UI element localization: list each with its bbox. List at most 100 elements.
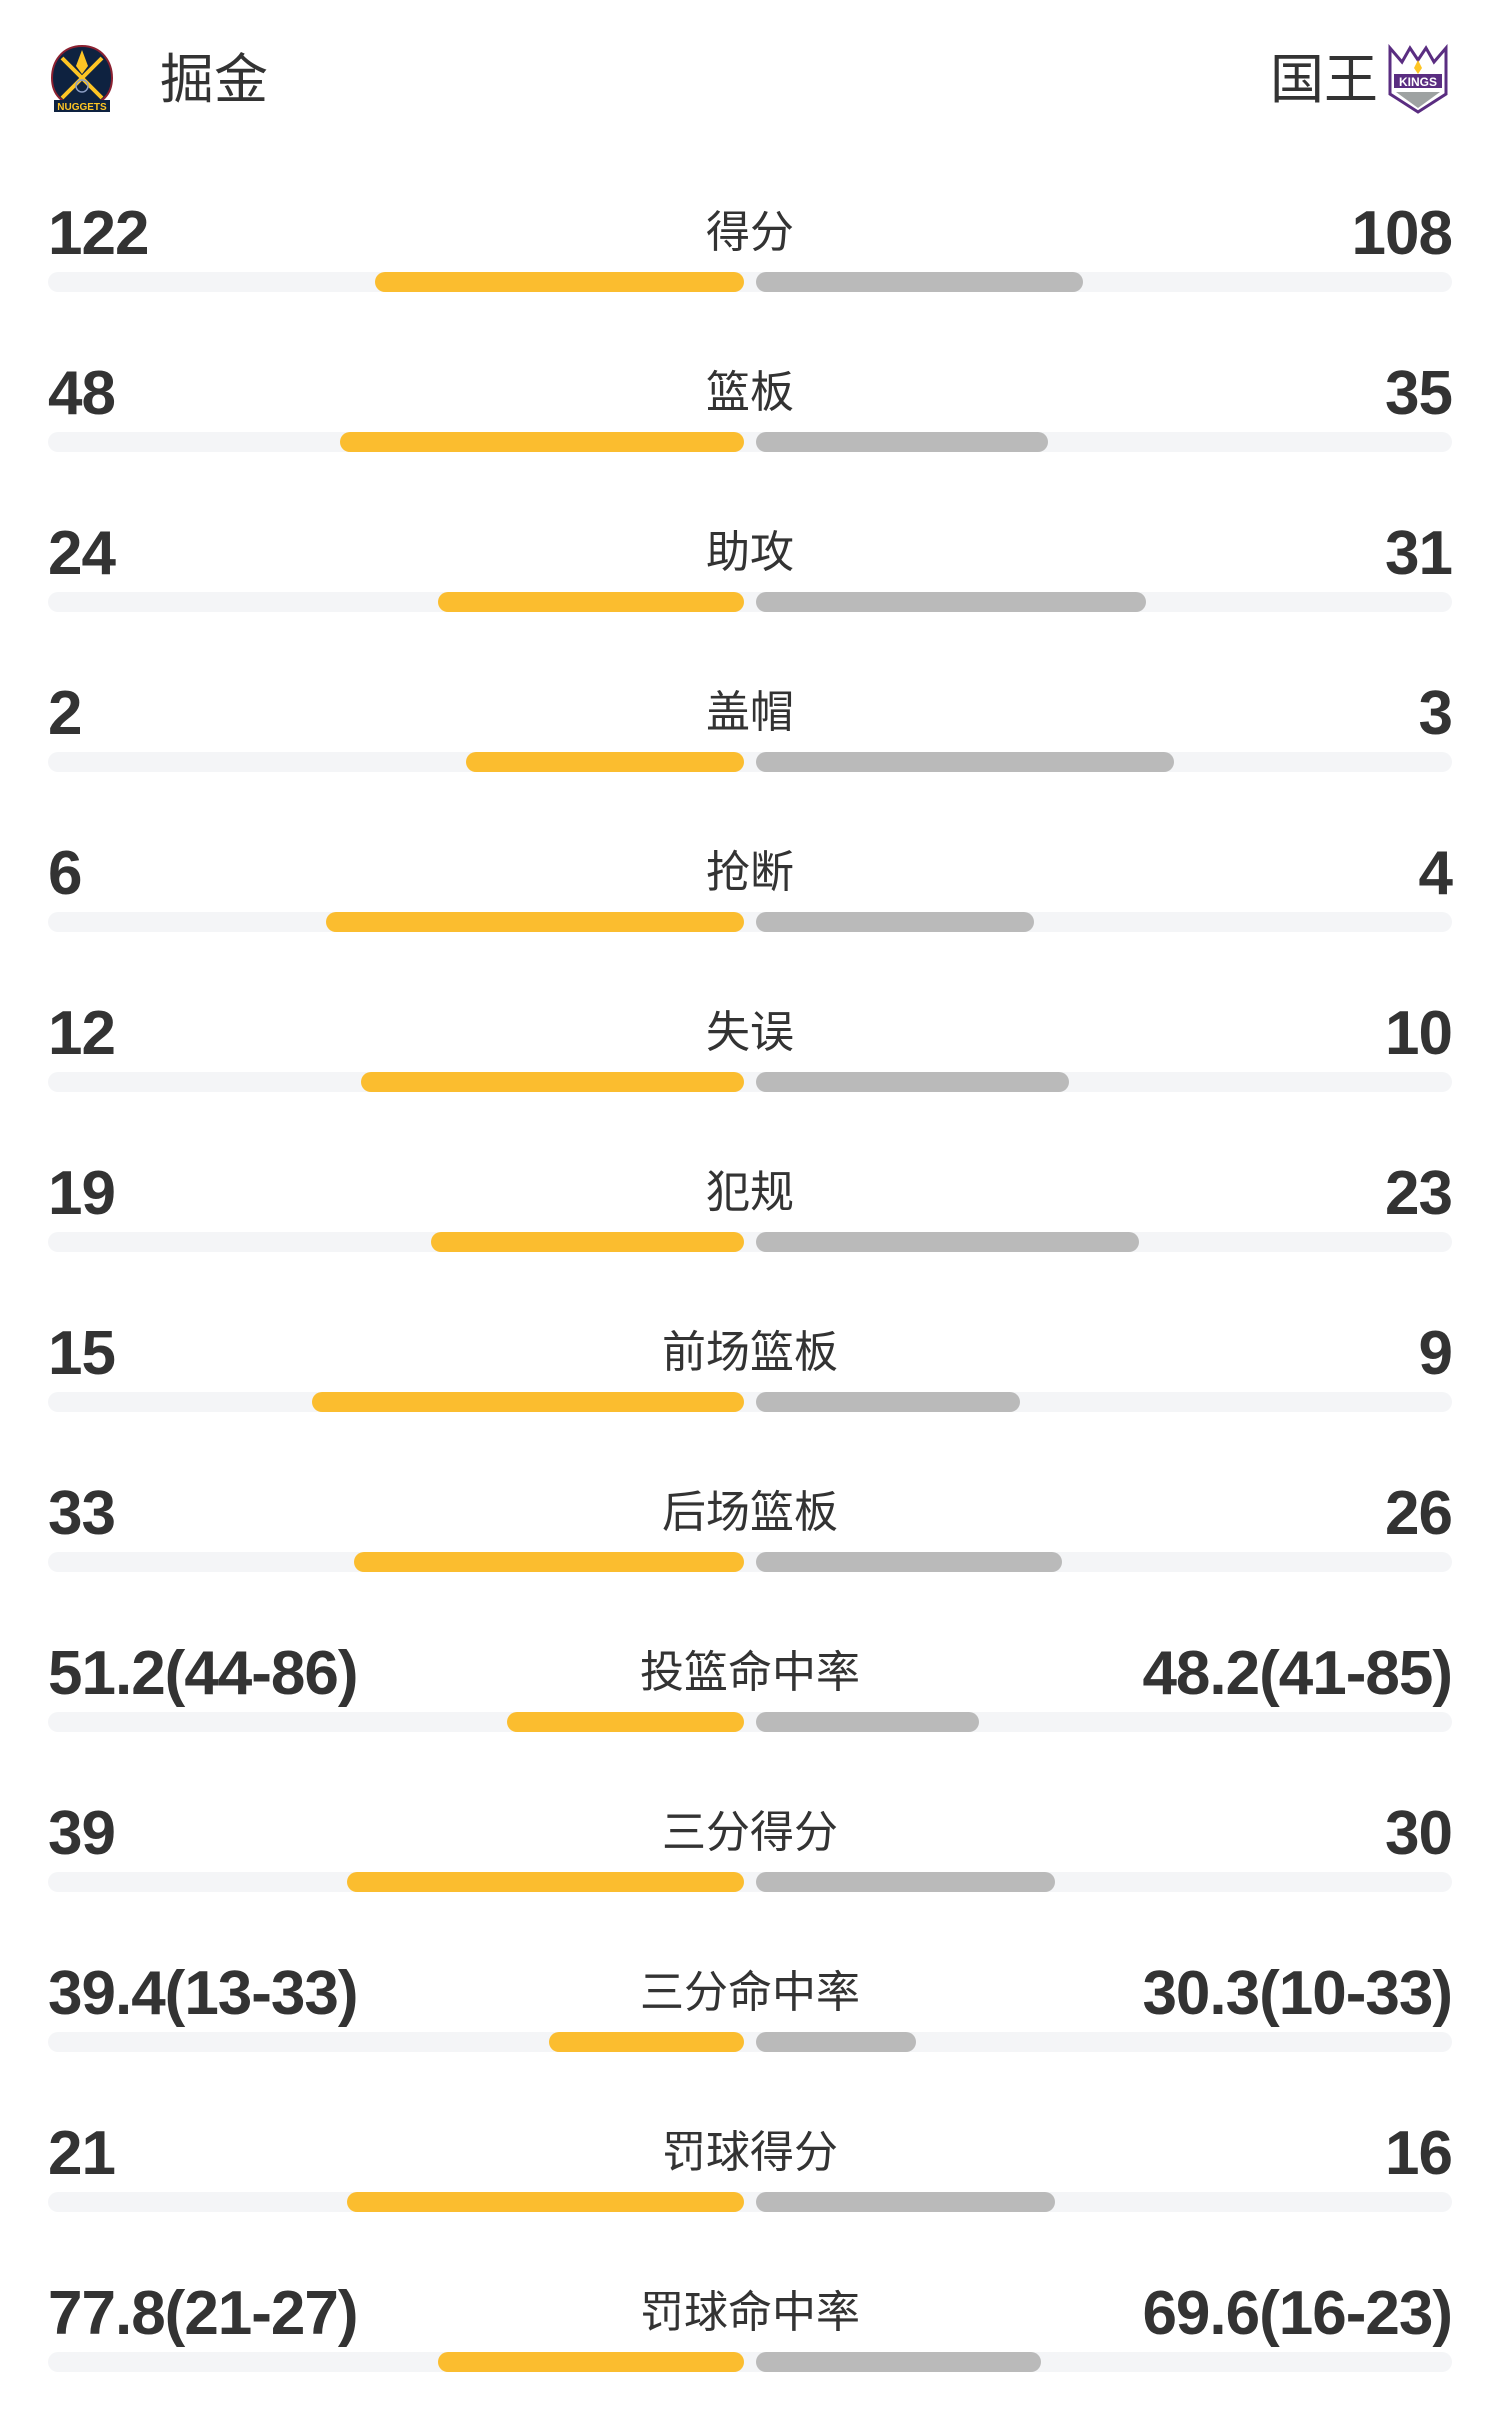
away-stat-bar [756,2032,916,2052]
stat-label: 三分得分 [662,1807,838,1858]
away-stat-value: 26 [1385,1479,1453,1548]
away-stat-bar [756,272,1083,292]
stat-label: 失误 [706,1007,794,1058]
away-stat-value: 108 [1351,199,1453,268]
home-stat-bar [438,592,744,612]
stat-bar-track [48,432,1452,452]
stat-bar-track [48,592,1452,612]
stat-bar-track [48,1072,1452,1092]
home-stat-value: 39 [48,1799,116,1868]
stat-bar-track [48,2192,1452,2212]
home-stat-value: 122 [48,199,149,268]
home-stat-value: 19 [48,1159,116,1228]
kings-logo-icon: KINGS [1386,43,1450,114]
home-stat-value: 51.2(44-86) [48,1639,359,1708]
home-stat-bar [361,1072,744,1092]
stat-row: 48 篮板 35 [0,347,1500,507]
stat-row: 51.2(44-86) 投篮命中率 48.2(41-85) [0,1627,1500,1787]
home-team-name: 掘金 [160,48,268,111]
home-stat-bar [507,1712,744,1732]
stat-bar-track [48,912,1452,932]
stat-row: 39 三分得分 30 [0,1787,1500,1947]
stat-label: 抢断 [706,847,794,898]
stat-label: 后场篮板 [662,1487,838,1538]
stat-row: 122 得分 108 [0,187,1500,347]
away-stat-bar [756,1072,1069,1092]
home-stat-bar [340,432,744,452]
stat-row: 39.4(13-33) 三分命中率 30.3(10-33) [0,1947,1500,2107]
stat-row: 77.8(21-27) 罚球命中率 69.6(16-23) [0,2267,1500,2427]
stat-row: 19 犯规 23 [0,1147,1500,1307]
stat-row: 33 后场篮板 26 [0,1467,1500,1627]
stat-bar-track [48,1872,1452,1892]
away-stat-value: 69.6(16-23) [1142,2279,1453,2348]
home-stat-value: 12 [48,999,116,1068]
away-stat-bar [756,2192,1055,2212]
stat-row: 2 盖帽 3 [0,667,1500,827]
away-stat-bar [756,912,1034,932]
away-stat-bar [756,2352,1041,2372]
stat-label: 盖帽 [706,687,794,738]
away-stat-value: 48.2(41-85) [1142,1639,1453,1708]
stat-label: 助攻 [706,527,794,578]
stat-row: 21 罚球得分 16 [0,2107,1500,2267]
home-stat-value: 6 [48,839,82,908]
home-stat-bar [354,1552,744,1572]
stat-label: 罚球命中率 [640,2287,860,2338]
home-stat-bar [375,272,744,292]
away-stat-value: 16 [1385,2119,1453,2188]
away-stat-value: 3 [1418,679,1453,748]
home-stat-bar [466,752,744,772]
stat-bar-track [48,1392,1452,1412]
stat-bar-track [48,1552,1452,1572]
home-stat-bar [431,1232,744,1252]
away-stat-bar [756,1712,979,1732]
stat-row: 15 前场篮板 9 [0,1307,1500,1467]
away-stat-bar [756,1872,1055,1892]
stat-label: 罚球得分 [662,2127,838,2178]
away-stat-bar [756,1392,1020,1412]
home-stat-value: 33 [48,1479,116,1548]
away-stat-value: 10 [1385,999,1453,1068]
home-stat-bar [438,2352,744,2372]
home-stat-value: 39.4(13-33) [48,1959,359,2028]
away-stat-bar [756,1552,1062,1572]
home-stat-bar [326,912,744,932]
away-stat-value: 30.3(10-33) [1142,1959,1453,2028]
stat-label: 犯规 [706,1167,794,1218]
home-stat-value: 2 [48,679,82,748]
away-stat-value: 35 [1385,359,1453,428]
stat-label: 篮板 [706,367,794,418]
stat-label: 三分命中率 [640,1967,860,2018]
home-stat-value: 48 [48,359,116,428]
stat-row: 6 抢断 4 [0,827,1500,987]
home-stat-value: 77.8(21-27) [48,2279,359,2348]
away-stat-bar [756,432,1048,452]
team-header: NUGGETS 掘金 国王 KINGS [0,0,1500,160]
stat-row: 24 助攻 31 [0,507,1500,667]
svg-text:KINGS: KINGS [1399,75,1437,89]
stat-bar-track [48,1232,1452,1252]
away-stat-bar [756,752,1174,772]
stat-row: 12 失误 10 [0,987,1500,1147]
home-stat-bar [549,2032,744,2052]
home-stat-value: 24 [48,519,116,588]
away-team-name: 国王 [1270,48,1378,111]
away-stat-value: 23 [1385,1159,1453,1228]
stat-label: 得分 [706,207,794,258]
home-stat-value: 21 [48,2119,116,2188]
home-stat-value: 15 [48,1319,116,1388]
stat-bar-track [48,272,1452,292]
nuggets-logo-icon: NUGGETS [50,44,114,114]
stat-bar-track [48,752,1452,772]
stat-bar-track [48,2352,1452,2372]
home-stat-bar [312,1392,744,1412]
home-stat-bar [347,1872,744,1892]
stat-bar-track [48,1712,1452,1732]
svg-text:NUGGETS: NUGGETS [57,102,107,113]
away-stat-value: 31 [1385,519,1453,588]
stat-label: 投篮命中率 [640,1647,860,1698]
away-stat-bar [756,1232,1139,1252]
away-stat-bar [756,592,1146,612]
away-stat-value: 4 [1418,839,1453,908]
